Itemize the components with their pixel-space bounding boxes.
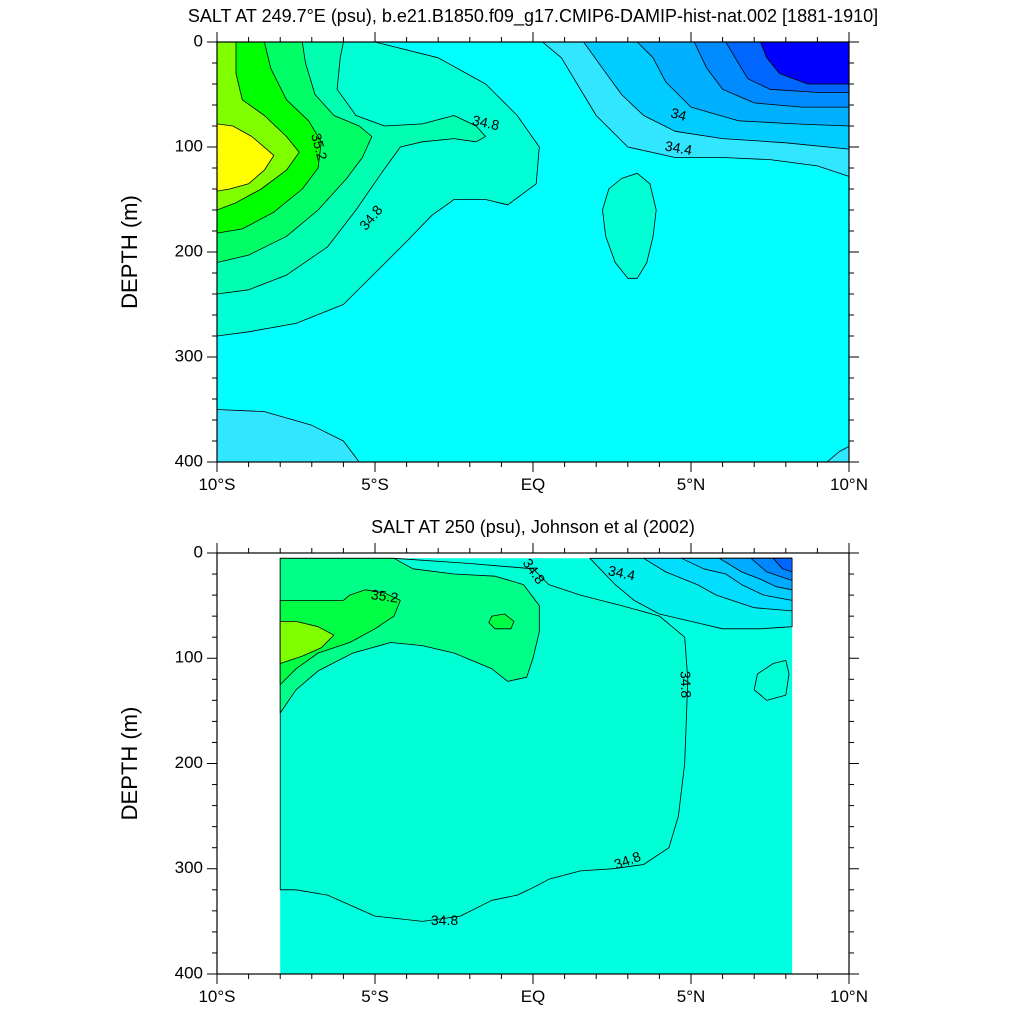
x-tick-label: 10°S <box>198 475 235 494</box>
contour-label: 34.8 <box>471 112 501 133</box>
contour-label: 35.2 <box>308 131 331 162</box>
contour-region-35-8 <box>217 123 275 192</box>
x-tick-label: 10°N <box>830 987 868 1006</box>
plot-area: 35.234.8 34.434.834.834.8 <box>279 555 793 974</box>
x-tick-label: EQ <box>521 475 546 494</box>
y-tick-label: 200 <box>175 241 203 260</box>
x-tick-label: 5°N <box>677 987 706 1006</box>
y-tick-label: 200 <box>175 753 203 772</box>
y-axis-label: DEPTH (m) <box>117 707 142 821</box>
y-tick-label: 300 <box>175 346 203 365</box>
contour-label: 34.8 <box>678 671 695 699</box>
y-tick-label: 100 <box>175 136 203 155</box>
contour-region-35-4 <box>279 621 335 664</box>
y-axis-label: DEPTH (m) <box>117 195 142 309</box>
contour-region-35 <box>279 557 540 714</box>
chart-title: SALT AT 250 (psu), Johnson et al (2002) <box>371 517 695 537</box>
y-tick-label: 300 <box>175 858 203 877</box>
x-tick-label: EQ <box>521 987 546 1006</box>
contour-label: 34.4 <box>607 562 637 583</box>
contour-region-33-6 <box>760 42 849 85</box>
chart-panel-2: 35.234.8 34.434.834.834.8010020030040010°… <box>117 517 868 1006</box>
y-tick-label: 400 <box>175 963 203 982</box>
contour-label: 34 <box>669 105 688 125</box>
contour-region-34-8 <box>279 557 689 922</box>
contour-label: 34.4 <box>664 138 694 159</box>
contour-region-34-6 <box>826 445 849 462</box>
contour-region-33-6 <box>772 557 793 573</box>
contour-region-34-6 <box>217 409 360 462</box>
contour-region-35-2 <box>279 589 401 685</box>
x-tick-label: 5°S <box>361 987 389 1006</box>
x-tick-label: 10°S <box>198 987 235 1006</box>
y-tick-label: 0 <box>194 542 203 561</box>
y-tick-label: 100 <box>175 648 203 667</box>
y-tick-label: 400 <box>175 451 203 470</box>
x-tick-label: 10°N <box>830 475 868 494</box>
contour-label: 34.8 <box>431 912 458 928</box>
contour-label: 35.2 <box>370 586 399 606</box>
x-tick-label: 5°N <box>677 475 706 494</box>
contour-region-34-8 <box>753 660 790 701</box>
contour-region-35-2 <box>488 613 515 630</box>
chart-title: SALT AT 249.7°E (psu), b.e21.B1850.f09_g… <box>188 6 878 27</box>
x-tick-label: 5°S <box>361 475 389 494</box>
y-tick-label: 0 <box>194 31 203 50</box>
contour-region-34-8 <box>602 172 657 279</box>
